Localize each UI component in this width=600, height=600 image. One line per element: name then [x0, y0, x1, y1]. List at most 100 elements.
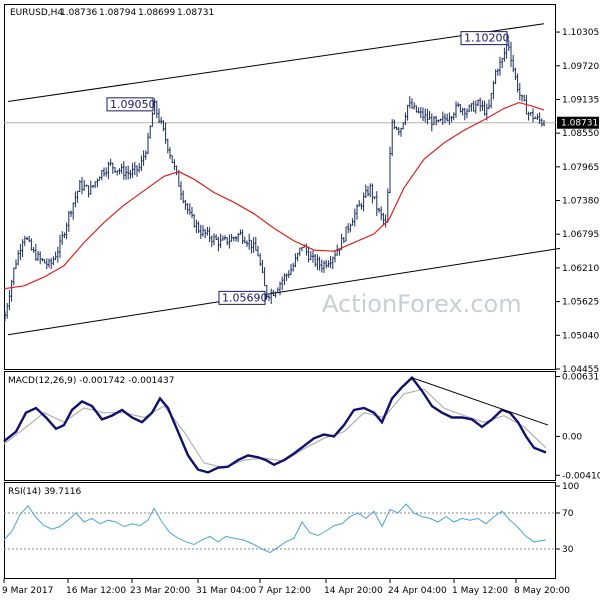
- price-bar: [254, 236, 257, 251]
- price-bar: [353, 208, 356, 227]
- price-bar: [224, 235, 226, 241]
- price-bar: [15, 259, 17, 270]
- price-bar: [140, 155, 143, 172]
- price-bar: [147, 132, 149, 155]
- price-bar: [30, 238, 33, 251]
- price-bar: [276, 287, 279, 294]
- price-bar: [461, 107, 464, 116]
- price-bar: [239, 229, 242, 235]
- price-bar: [171, 155, 174, 163]
- annotation-box: [218, 290, 266, 305]
- price-bar: [279, 281, 281, 296]
- price-bar: [59, 234, 61, 258]
- price-bar: [481, 100, 484, 111]
- price-bar: [323, 260, 325, 273]
- price-bar: [173, 159, 176, 171]
- annotation-box: [460, 31, 508, 46]
- price-bar: [452, 112, 455, 121]
- price-bar: [380, 206, 383, 221]
- price-bar: [28, 235, 31, 243]
- price-bar: [334, 250, 336, 263]
- price-bar: [384, 214, 387, 228]
- price-bar: [195, 219, 198, 234]
- price-bar: [543, 119, 545, 127]
- price-bar: [325, 259, 328, 269]
- price-bar: [441, 111, 444, 126]
- price-bar: [351, 218, 354, 226]
- price-bar: [166, 138, 169, 154]
- price-bar: [103, 167, 105, 177]
- price-bar: [301, 246, 303, 252]
- macd-y-tick-label: 0.00: [562, 432, 582, 442]
- price-bar: [23, 235, 26, 247]
- macd-main-line: [3, 375, 547, 474]
- price-y-tick-label: 1.05625: [562, 298, 599, 308]
- price-bar: [505, 43, 508, 59]
- price-bar: [338, 249, 341, 256]
- ohlc-close: 1.08731: [177, 8, 214, 18]
- price-bar: [470, 103, 473, 112]
- annotation-label: 1.09050: [110, 98, 156, 111]
- price-bar: [455, 101, 457, 118]
- price-y-tick-label: 1.09720: [562, 62, 599, 72]
- price-marks: 1.09050 1.10200 1.05690: [3, 23, 561, 336]
- price-bar: [120, 163, 123, 174]
- price-bar: [116, 170, 119, 176]
- ohlc-high: 1.08794: [99, 8, 136, 18]
- macd-title: MACD(12,26,9) -0.001742 -0.001437: [8, 376, 174, 386]
- price-bar: [257, 246, 259, 257]
- price-bar: [63, 232, 66, 239]
- axis-labels: 1.10305 1.09720 1.09135 1.08550 1.07965 1.073…: [2, 28, 600, 596]
- rsi-panel-frame: [4, 482, 556, 579]
- price-bar: [39, 251, 42, 265]
- price-bar: [292, 262, 295, 272]
- price-bar: [540, 118, 543, 127]
- price-bar: [21, 239, 24, 258]
- price-bar: [270, 288, 273, 304]
- price-y-tick-label: 1.10305: [562, 28, 599, 38]
- price-bar: [488, 99, 490, 110]
- price-bar: [210, 235, 213, 248]
- price-bar: [164, 122, 167, 144]
- price-bar: [367, 186, 369, 197]
- price-bar: [364, 184, 367, 199]
- x-tick-label: 31 Mar 04:00: [196, 586, 256, 596]
- x-tick-label: 24 Apr 04:00: [388, 586, 447, 596]
- price-bar: [507, 40, 510, 51]
- price-bar: [52, 256, 55, 266]
- price-bar: [433, 115, 435, 126]
- price-bar: [393, 119, 396, 130]
- price-bar: [402, 122, 405, 130]
- price-bar: [125, 166, 127, 180]
- price-bar: [391, 119, 394, 157]
- price-bar: [89, 180, 92, 195]
- price-bar: [96, 178, 99, 188]
- price-bar: [138, 163, 141, 173]
- price-bar: [329, 255, 332, 269]
- price-bar: [373, 196, 376, 200]
- price-bar: [265, 284, 268, 299]
- price-bar: [162, 120, 165, 132]
- price-bar: [518, 82, 521, 101]
- x-tick-label: 1 May 12:00: [452, 586, 508, 596]
- price-bar: [371, 183, 374, 204]
- price-bar: [327, 260, 330, 268]
- price-bar: [479, 97, 482, 112]
- price-bar: [285, 273, 288, 282]
- price-y-tick-label: 1.07965: [562, 163, 599, 173]
- price-bar: [305, 243, 308, 256]
- price-bar: [32, 247, 35, 253]
- price-bar: [158, 108, 160, 124]
- price-bar: [232, 236, 235, 242]
- price-bar: [74, 191, 77, 208]
- ohlc-open: 1.08736: [60, 8, 97, 18]
- price-bar: [360, 202, 363, 210]
- price-bar: [272, 289, 275, 297]
- price-bar: [241, 229, 244, 244]
- price-bar: [378, 207, 380, 213]
- price-bar: [501, 57, 504, 69]
- price-bar: [160, 117, 163, 125]
- price-bar: [250, 239, 253, 254]
- price-bar: [221, 235, 224, 241]
